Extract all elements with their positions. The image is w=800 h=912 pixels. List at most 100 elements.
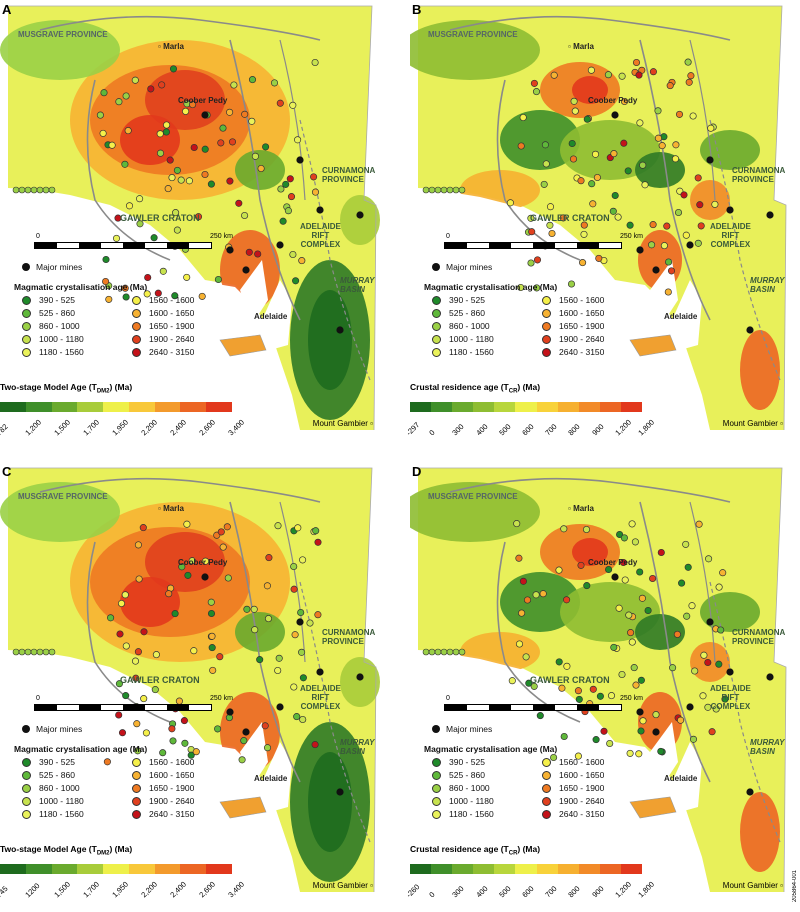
- sample-point: [630, 664, 638, 672]
- sample-point: [628, 638, 636, 646]
- sample-point: [36, 186, 44, 194]
- sample-point: [142, 729, 150, 737]
- sample-point: [674, 208, 683, 217]
- sample-point: [279, 217, 287, 225]
- sample-point: [422, 186, 430, 194]
- sample-point: [624, 167, 632, 175]
- sample-point: [284, 207, 292, 215]
- sample-point: [158, 81, 166, 89]
- sample-point: [636, 119, 644, 127]
- major-mine: [226, 246, 234, 254]
- sample-point: [614, 213, 622, 221]
- sample-point: [134, 747, 142, 755]
- major-mine: [766, 673, 774, 681]
- sample-point: [144, 273, 152, 282]
- color-ramp: Two-stage Model Age (TDM2) (Ma) 782 1,200…: [0, 382, 246, 438]
- sample-point: [652, 711, 660, 719]
- sample-point: [708, 728, 716, 736]
- sample-point: [711, 200, 719, 208]
- sample-point: [312, 527, 320, 535]
- sample-point: [593, 173, 601, 182]
- sample-point: [555, 566, 563, 574]
- major-mine: [686, 241, 694, 249]
- sample-point: [458, 648, 466, 656]
- town-adelaide: Adelaide: [664, 312, 698, 321]
- sample-point: [715, 583, 723, 591]
- map-panel-a: A MUSGRAVE PROVINCE GAWLER CRATON CURNAM…: [0, 0, 385, 440]
- sample-point: [677, 716, 685, 724]
- sample-point: [122, 92, 130, 100]
- town-coober-pedy: Coober Pedy: [178, 558, 228, 567]
- sample-point: [705, 555, 713, 563]
- sample-point: [671, 155, 680, 163]
- sample-point: [132, 674, 140, 682]
- sample-point: [270, 79, 279, 87]
- sample-point: [292, 277, 300, 285]
- sample-point: [616, 530, 624, 539]
- ramp-tick-label: 1,950: [110, 417, 130, 438]
- ramp-swatch: [515, 402, 538, 412]
- sample-point: [136, 220, 144, 228]
- map-panel-d: D MUSGRAVE PROVINCE GAWLER CRATON CURNAM…: [404, 462, 795, 902]
- sample-point: [635, 71, 643, 79]
- ramp-swatch: [452, 864, 474, 874]
- town-coober-pedy: Coober Pedy: [588, 96, 638, 105]
- sample-point: [587, 66, 595, 74]
- sample-point: [201, 170, 209, 179]
- sample-point: [632, 58, 641, 67]
- ramp-title: Two-stage Model Age (TDM2) (Ma): [0, 382, 133, 395]
- legend-item: 1000 - 1180: [22, 796, 132, 806]
- ramp-swatch: [620, 402, 643, 412]
- sample-point: [719, 569, 727, 577]
- sample-point: [649, 68, 657, 76]
- sample-point: [121, 591, 129, 599]
- ramp-tick-label: 600: [520, 884, 536, 900]
- region-musgrave: MUSGRAVE PROVINCE: [18, 30, 108, 39]
- sample-point: [136, 195, 144, 203]
- sample-point: [605, 565, 613, 574]
- contour-blob: [500, 110, 580, 170]
- town-mount-gambier: Mount Gambier ▫: [312, 881, 373, 890]
- region-adelaide-rift: ADELAIDE RIFT COMPLEX: [300, 684, 341, 711]
- legend-swatch-icon: [542, 809, 551, 819]
- panel-label: D: [412, 464, 422, 479]
- sample-point: [530, 79, 538, 87]
- legend-item: 1180 - 1560: [432, 809, 542, 819]
- ramp-tick-label: 1,200: [613, 417, 633, 438]
- legend-swatch-icon: [132, 347, 141, 357]
- contour-blob: [560, 120, 660, 180]
- contour-blob: [635, 152, 685, 188]
- sample-point: [626, 749, 634, 757]
- major-mine: [276, 241, 284, 249]
- ramp-title: Crustal residence age (TCR) (Ma): [410, 844, 541, 857]
- sample-point: [669, 664, 677, 672]
- sample-point: [12, 186, 20, 194]
- sample-point: [428, 186, 436, 194]
- sample-point: [527, 259, 535, 267]
- sample-point: [299, 556, 307, 564]
- sample-point: [226, 108, 234, 116]
- region-murray: MURRAY BASIN: [340, 276, 375, 294]
- sample-point: [182, 107, 190, 115]
- sample-point: [262, 143, 270, 151]
- sample-point: [168, 725, 176, 733]
- sample-point: [620, 97, 629, 106]
- sample-point: [24, 186, 32, 194]
- sample-point: [620, 534, 628, 542]
- legend-swatch-icon: [432, 308, 441, 318]
- sample-point: [577, 177, 585, 185]
- panel-label: B: [412, 2, 422, 17]
- sample-point: [289, 250, 297, 259]
- sample-point: [440, 648, 448, 656]
- sample-point: [568, 139, 576, 148]
- sample-point: [254, 250, 262, 258]
- sample-point: [103, 758, 111, 766]
- sample-point: [604, 71, 612, 79]
- sample-point: [245, 248, 253, 256]
- ramp-tick-label: 745: [0, 884, 10, 900]
- sample-point: [276, 99, 284, 107]
- legend-swatch-icon: [22, 347, 31, 357]
- sample-point: [588, 180, 596, 188]
- sample-point: [263, 744, 272, 752]
- major-mine: [652, 728, 660, 736]
